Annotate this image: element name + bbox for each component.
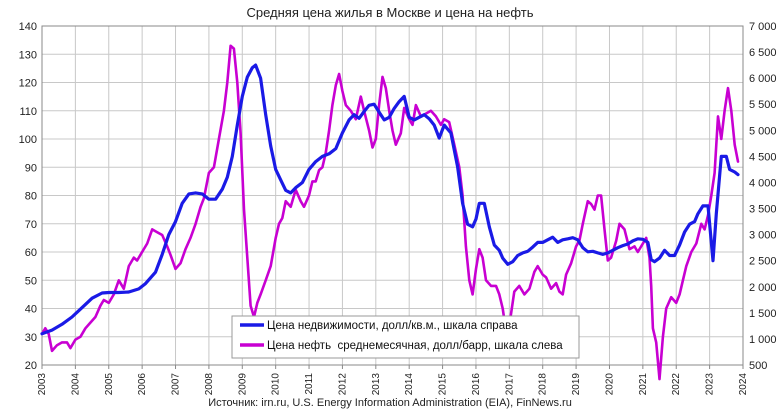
y-right-tick-label: 3 500 [749,204,777,216]
x-tick-label: 2018 [538,373,549,396]
y-left-tick-label: 110 [19,106,37,118]
x-tick-label: 2007 [171,373,182,396]
y-right-tick-label: 7 000 [749,21,777,33]
x-tick-label: 2014 [404,373,415,396]
x-tick-label: 2016 [471,373,482,396]
x-axis: 2003 2004 2005 2006 2007 2008 2009 2010 2011 2012… [37,365,749,395]
y-right-tick-label: 500 [749,360,767,372]
x-tick-label: 2024 [738,373,749,396]
y-right-tick-label: 3 000 [749,230,777,242]
y-left-tick-label: 70 [25,219,37,231]
y-left-tick-label: 130 [19,49,37,61]
legend-label-housing: Цена недвижимости, долл/кв.м., шкала спр… [267,320,518,332]
x-tick-label: 2019 [571,373,582,396]
y-right-tick-label: 2 000 [749,282,777,294]
x-tick-label: 2021 [638,373,649,396]
legend: Цена недвижимости, долл/кв.м., шкала спр… [231,315,580,359]
x-tick-label: 2011 [304,373,315,395]
chart-title: Средняя цена жилья в Москве и цена на не… [246,5,533,20]
y-left-tick-label: 140 [19,21,37,33]
x-tick-label: 2013 [371,373,382,396]
series-line-housing-price [40,63,740,336]
series-group [40,44,740,381]
y-right-tick-label: 4 500 [749,151,777,163]
legend-box [231,315,580,359]
y-left-tick-label: 40 [25,304,37,316]
y-right-tick-label: 6 500 [749,47,777,59]
x-tick-label: 2006 [137,373,148,396]
x-tick-label: 2003 [37,373,48,396]
y-left-tick-label: 30 [25,332,37,344]
y-left-tick-label: 20 [25,360,37,372]
y-right-tick-label: 1 500 [749,308,777,320]
y-right-tick-label: 1 000 [749,334,777,346]
x-tick-label: 2012 [337,373,348,396]
y-right-tick-label: 6 000 [749,73,777,85]
x-tick-label: 2005 [104,373,115,396]
x-tick-label: 2022 [671,373,682,396]
y-left-tick-label: 120 [19,78,37,90]
y-right-tick-label: 5 500 [749,99,777,111]
y-left-tick-label: 100 [19,134,37,146]
y-axis-right: 500 1 000 1 500 2 000 2 500 3 000 3 500 4 000 4 … [749,21,777,372]
y-left-tick-label: 60 [25,247,37,259]
series-line-oil-price [40,44,740,381]
x-tick-label: 2010 [271,373,282,396]
x-tick-label: 2008 [204,373,215,396]
plot-area-border [41,25,744,366]
y-left-tick-label: 50 [25,275,37,287]
y-right-tick-label: 5 000 [749,125,777,137]
x-tick-label: 2023 [705,373,716,396]
x-tick-label: 2004 [70,373,81,396]
x-tick-label: 2017 [504,373,515,396]
legend-label-oil: Цена нефть среднемесячная, долл/барр, шк… [267,340,563,352]
y-right-tick-label: 2 500 [749,256,777,268]
x-tick-label: 2009 [237,373,248,396]
x-tick-label: 2020 [604,373,615,396]
y-axis-left: 20 30 40 50 60 70 80 90 100 110 120 130 140 [19,21,37,372]
y-left-tick-label: 80 [25,191,37,203]
y-left-tick-label: 90 [25,162,37,174]
y-right-tick-label: 4 000 [749,177,777,189]
x-tick-label: 2015 [438,373,449,396]
source-note: Источник: irn.ru, U.S. Energy Informatio… [208,397,572,409]
